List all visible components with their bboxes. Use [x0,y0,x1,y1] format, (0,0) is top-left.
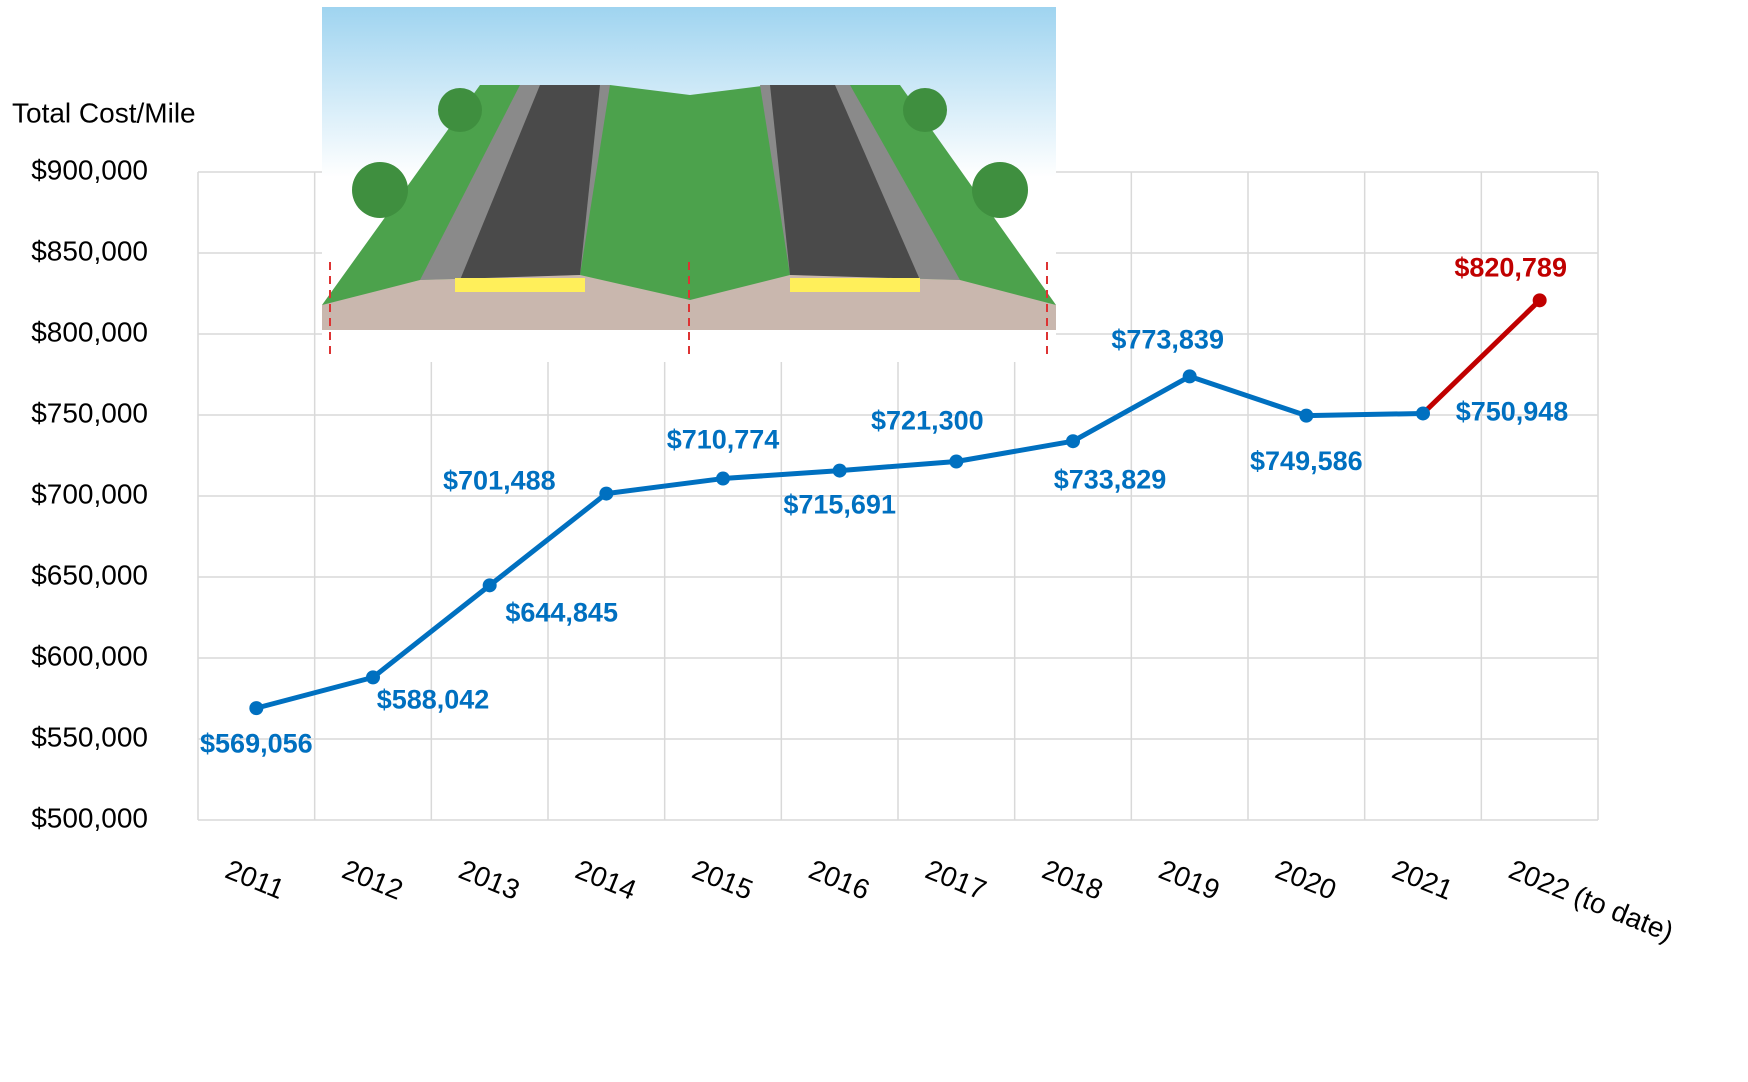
x-tick-label: 2018 [1038,854,1107,906]
x-tick-label: 2017 [921,854,990,906]
x-tick-label: 2020 [1271,854,1340,906]
value-label: $749,586 [1250,446,1363,476]
y-tick-label: $850,000 [31,235,148,266]
road-illustration [322,7,1056,362]
line-segment-highlight [1421,298,1542,416]
point [599,486,614,501]
point [249,701,264,716]
value-label: $588,042 [377,684,490,714]
x-tick-label: 2013 [455,854,524,906]
point [1182,369,1197,384]
x-tick-label: 2015 [688,854,757,906]
point [1416,406,1430,421]
point [482,578,497,593]
x-tick-label: 2014 [571,854,640,906]
y-tick-label: $800,000 [31,316,148,347]
axis-label: Total Cost/Mile [12,97,196,128]
y-tick-label: $550,000 [31,721,148,752]
x-tick-label: 2022 (to date) [1505,854,1678,948]
value-label: $715,691 [783,490,896,520]
point [366,670,380,685]
value-label: $820,789 [1454,252,1567,282]
value-label: $710,774 [667,425,780,455]
y-tick-label: $750,000 [31,397,148,428]
x-tick-label: 2011 [221,854,288,905]
y-tick-label: $700,000 [31,478,148,509]
value-label: $644,845 [505,597,618,627]
value-label: $569,056 [200,728,313,758]
value-label: $733,829 [1054,464,1167,494]
point [1066,434,1080,449]
value-label: $721,300 [871,406,984,436]
point [949,454,964,469]
x-tick-label: 2019 [1155,854,1224,906]
y-tick-label: $600,000 [31,640,148,671]
y-tick-label: $650,000 [31,559,148,590]
y-tick-label: $900,000 [31,154,148,185]
value-label: $701,488 [443,466,556,496]
value-label: $750,948 [1456,397,1569,427]
point [1299,408,1314,423]
x-tick-label: 2012 [338,854,407,906]
point [832,463,847,478]
y-tick-label: $500,000 [31,802,148,833]
x-tick-label: 2016 [805,854,874,906]
x-tick-label: 2021 [1388,854,1457,906]
point [1532,293,1547,308]
point [716,471,730,486]
value-label: $773,839 [1111,325,1224,355]
